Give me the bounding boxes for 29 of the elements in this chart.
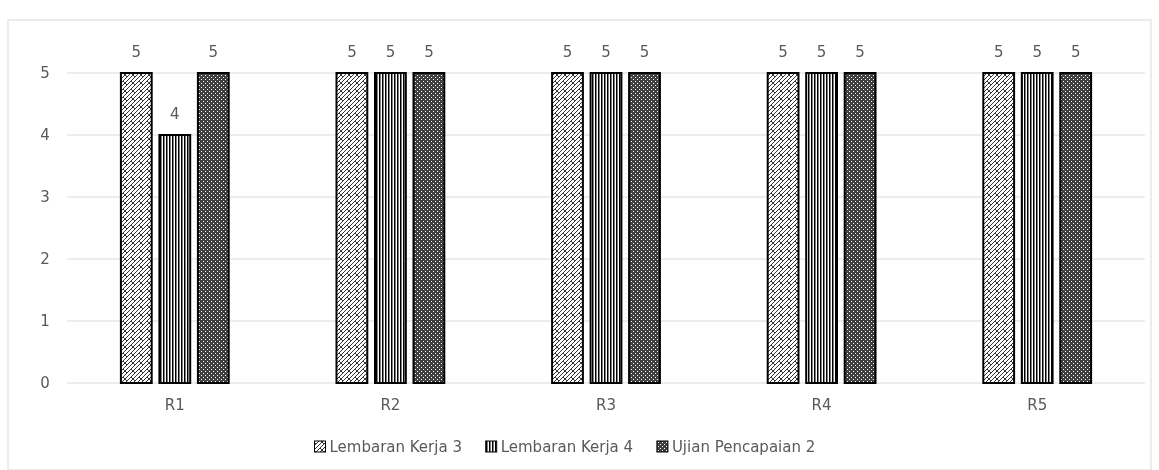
data-label: 5 bbox=[562, 43, 573, 61]
y-tick-label: 4 bbox=[40, 126, 50, 145]
data-label: 5 bbox=[993, 43, 1004, 61]
data-label: 5 bbox=[208, 43, 219, 61]
data-label: 5 bbox=[424, 43, 434, 61]
data-label: 5 bbox=[601, 43, 611, 61]
legend-label: Lembaran Kerja 4 bbox=[500, 438, 634, 456]
data-label: 5 bbox=[855, 43, 865, 61]
y-tick-label: 3 bbox=[40, 188, 50, 207]
x-tick-label: R3 bbox=[596, 396, 616, 414]
data-label: 4 bbox=[170, 105, 180, 123]
y-tick-label: 0 bbox=[40, 374, 50, 393]
x-tick-label: R5 bbox=[1027, 396, 1048, 414]
data-label: 5 bbox=[816, 43, 827, 61]
x-tick-label: R2 bbox=[380, 396, 401, 414]
y-tick-label: 2 bbox=[40, 250, 50, 269]
data-label: 5 bbox=[778, 43, 788, 61]
data-label: 5 bbox=[385, 43, 396, 61]
data-label: 5 bbox=[131, 43, 142, 61]
x-tick-label: R4 bbox=[811, 396, 832, 414]
y-tick-label: 1 bbox=[40, 312, 50, 331]
legend-label: Lembaran Kerja 3 bbox=[329, 438, 462, 456]
data-label: 5 bbox=[1032, 43, 1042, 61]
data-label: 5 bbox=[1070, 43, 1081, 61]
legend-label: Ujian Pencapaian 2 bbox=[671, 438, 816, 456]
data-label: 5 bbox=[347, 43, 357, 61]
x-tick-label: R1 bbox=[164, 396, 185, 414]
y-tick-label: 5 bbox=[40, 64, 50, 83]
data-label: 5 bbox=[639, 43, 650, 61]
